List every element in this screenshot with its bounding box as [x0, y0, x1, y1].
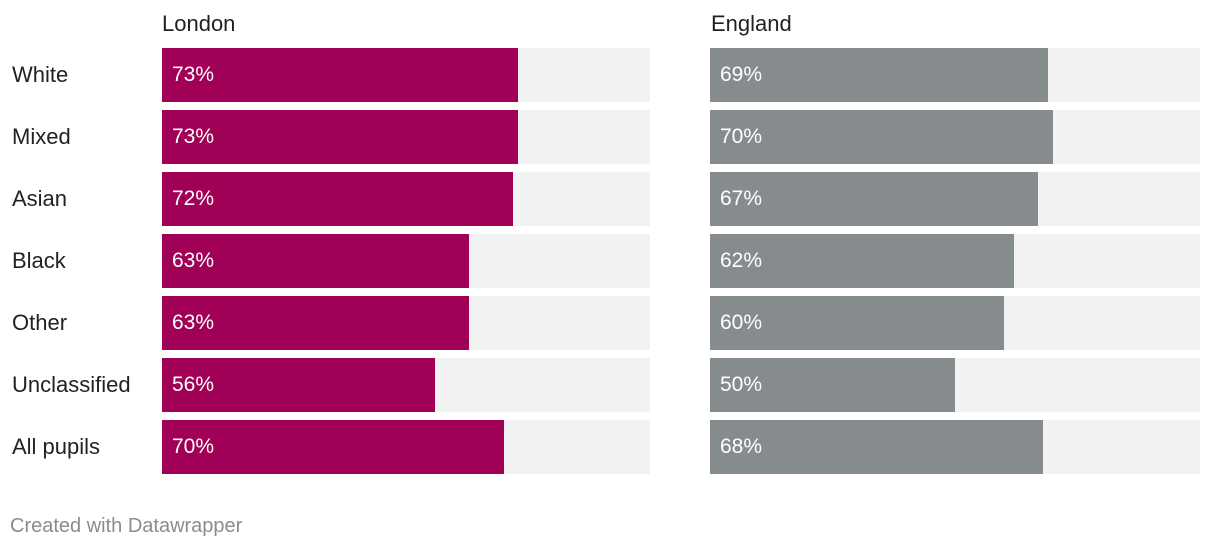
bar-value-label: 73% [172, 63, 215, 86]
bar-value-label: 63% [172, 311, 215, 334]
bar-london: 73% [162, 110, 518, 164]
bar-value-label: 72% [172, 187, 215, 210]
bar-track: 50% [710, 358, 1200, 412]
bar-track: 72% [162, 172, 650, 226]
bar-track: 63% [162, 234, 650, 288]
bar-london: 56% [162, 358, 435, 412]
bar-value-label: 70% [172, 435, 215, 458]
bar-london: 70% [162, 420, 504, 474]
bar-track: 73% [162, 48, 650, 102]
bar-value-label: 68% [720, 435, 763, 458]
bar-value-label: 56% [172, 373, 215, 396]
bar-england: 68% [710, 420, 1043, 474]
category-label: White [12, 62, 69, 87]
bar-track: 62% [710, 234, 1200, 288]
bar-track: 56% [162, 358, 650, 412]
bar-london: 63% [162, 296, 469, 350]
bar-england: 50% [710, 358, 955, 412]
bar-track: 67% [710, 172, 1200, 226]
bar-london: 72% [162, 172, 513, 226]
category-label: Other [12, 310, 68, 335]
bar-england: 60% [710, 296, 1004, 350]
bar-england: 70% [710, 110, 1053, 164]
bar-london: 73% [162, 48, 518, 102]
bar-track: 73% [162, 110, 650, 164]
bar-value-label: 67% [720, 187, 763, 210]
category-label: Black [12, 248, 66, 273]
credit-text: Created with Datawrapper [10, 515, 243, 537]
bar-value-label: 73% [172, 125, 215, 148]
bar-track: 69% [710, 48, 1200, 102]
bar-track: 63% [162, 296, 650, 350]
category-label: Mixed [12, 124, 71, 149]
category-label: Asian [12, 186, 68, 211]
bar-england: 69% [710, 48, 1048, 102]
bar-value-label: 70% [720, 125, 763, 148]
bar-london: 63% [162, 234, 469, 288]
bar-value-label: 63% [172, 249, 215, 272]
panel-title-london: London [162, 11, 236, 36]
bar-value-label: 60% [720, 311, 763, 334]
bar-england: 67% [710, 172, 1038, 226]
bar-value-label: 50% [720, 373, 763, 396]
category-label: Unclassified [12, 372, 131, 397]
bar-track: 70% [710, 110, 1200, 164]
bar-track: 60% [710, 296, 1200, 350]
category-label: All pupils [12, 434, 101, 459]
bar-track: 70% [162, 420, 650, 474]
bar-track: 68% [710, 420, 1200, 474]
panel-title-england: England [711, 11, 792, 36]
bar-value-label: 69% [720, 63, 763, 86]
bar-england: 62% [710, 234, 1014, 288]
bar-value-label: 62% [720, 249, 763, 272]
